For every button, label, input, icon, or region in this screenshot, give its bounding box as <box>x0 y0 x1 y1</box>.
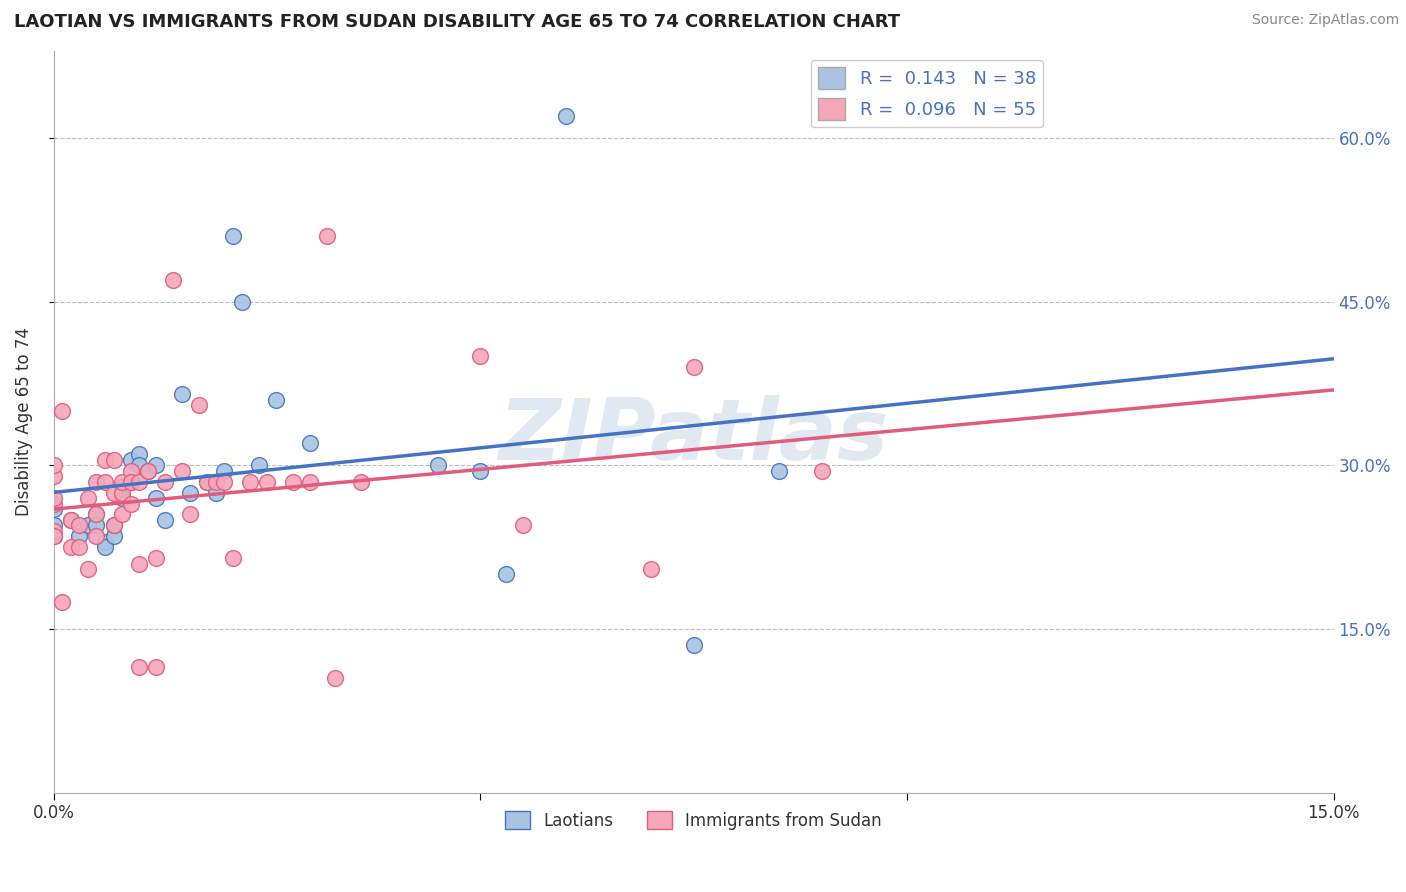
Point <box>470 349 492 363</box>
Point <box>197 475 219 489</box>
Point <box>239 475 262 489</box>
Point <box>162 273 184 287</box>
Point <box>59 540 82 554</box>
Point <box>136 464 159 478</box>
Point <box>128 557 150 571</box>
Point <box>222 229 245 244</box>
Point <box>810 464 832 478</box>
Point <box>86 508 108 522</box>
Text: LAOTIAN VS IMMIGRANTS FROM SUDAN DISABILITY AGE 65 TO 74 CORRELATION CHART: LAOTIAN VS IMMIGRANTS FROM SUDAN DISABIL… <box>14 13 900 31</box>
Point <box>86 508 108 522</box>
Point <box>67 529 90 543</box>
Point <box>554 109 576 123</box>
Point <box>120 453 142 467</box>
Point <box>42 529 65 543</box>
Point <box>264 392 287 407</box>
Point <box>103 518 125 533</box>
Point <box>682 638 704 652</box>
Point <box>77 518 100 533</box>
Point <box>42 458 65 473</box>
Point <box>86 518 108 533</box>
Point <box>128 447 150 461</box>
Point <box>512 518 534 533</box>
Point <box>205 485 228 500</box>
Point <box>51 595 73 609</box>
Point <box>77 491 100 505</box>
Point <box>111 480 134 494</box>
Point <box>111 491 134 505</box>
Point <box>67 540 90 554</box>
Point <box>94 534 117 549</box>
Point <box>86 475 108 489</box>
Point <box>682 360 704 375</box>
Point <box>86 529 108 543</box>
Point <box>153 513 176 527</box>
Point <box>94 540 117 554</box>
Point <box>298 436 321 450</box>
Point <box>153 475 176 489</box>
Text: ZIPatlas: ZIPatlas <box>499 395 889 478</box>
Point <box>197 475 219 489</box>
Point <box>136 464 159 478</box>
Point <box>187 398 209 412</box>
Point <box>247 458 270 473</box>
Point <box>768 464 790 478</box>
Point <box>111 508 134 522</box>
Point <box>120 496 142 510</box>
Point <box>42 491 65 505</box>
Point <box>222 551 245 566</box>
Point <box>42 518 65 533</box>
Point <box>59 513 82 527</box>
Point <box>214 464 236 478</box>
Legend: Laotians, Immigrants from Sudan: Laotians, Immigrants from Sudan <box>499 805 889 837</box>
Point <box>145 660 167 674</box>
Point <box>205 475 228 489</box>
Point <box>42 502 65 516</box>
Point <box>170 387 193 401</box>
Point <box>103 518 125 533</box>
Point <box>179 485 201 500</box>
Point <box>145 491 167 505</box>
Point <box>170 464 193 478</box>
Point <box>111 475 134 489</box>
Point <box>42 529 65 543</box>
Point <box>325 671 347 685</box>
Point <box>128 458 150 473</box>
Point <box>214 475 236 489</box>
Point <box>128 660 150 674</box>
Point <box>281 475 304 489</box>
Text: Source: ZipAtlas.com: Source: ZipAtlas.com <box>1251 13 1399 28</box>
Point <box>495 567 517 582</box>
Point <box>67 518 90 533</box>
Point <box>145 551 167 566</box>
Point <box>145 458 167 473</box>
Point <box>77 562 100 576</box>
Point <box>120 475 142 489</box>
Point <box>103 529 125 543</box>
Point <box>120 464 142 478</box>
Point <box>120 475 142 489</box>
Point <box>128 475 150 489</box>
Point <box>315 229 337 244</box>
Point <box>59 513 82 527</box>
Point <box>42 496 65 510</box>
Point <box>94 453 117 467</box>
Point <box>42 524 65 538</box>
Point <box>298 475 321 489</box>
Point <box>179 508 201 522</box>
Point <box>256 475 278 489</box>
Point <box>94 475 117 489</box>
Point <box>111 485 134 500</box>
Point <box>426 458 449 473</box>
Point <box>231 294 253 309</box>
Point <box>350 475 373 489</box>
Point <box>103 453 125 467</box>
Point <box>470 464 492 478</box>
Y-axis label: Disability Age 65 to 74: Disability Age 65 to 74 <box>15 327 32 516</box>
Point <box>640 562 662 576</box>
Point <box>51 403 73 417</box>
Point <box>42 469 65 483</box>
Point <box>103 485 125 500</box>
